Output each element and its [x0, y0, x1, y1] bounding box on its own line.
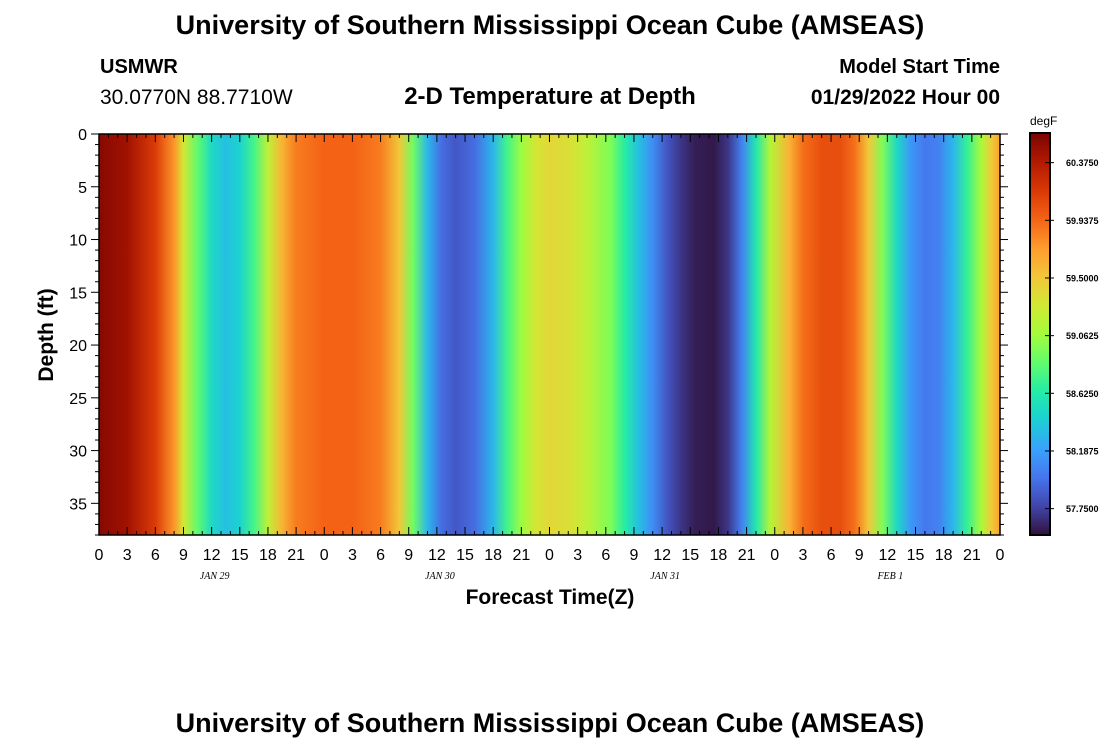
y-tick-label: 35	[69, 496, 87, 513]
x-tick-label: 18	[935, 547, 953, 564]
y-tick-label: 30	[69, 444, 87, 461]
date-label: JAN 29	[200, 571, 230, 582]
colorbar-tick-label: 59.5000	[1066, 273, 1099, 283]
x-tick-label: 6	[376, 547, 385, 564]
colorbar-tick-label: 58.6250	[1066, 389, 1099, 399]
y-tick-label: 15	[69, 285, 87, 302]
model-start-label: Model Start Time	[839, 56, 1000, 78]
x-tick-label: 0	[320, 547, 329, 564]
date-labels: JAN 29 JAN 30 JAN 31 FEB 1	[200, 571, 904, 582]
x-tick-label: 18	[259, 547, 277, 564]
colorbar-tick-label: 59.9375	[1066, 216, 1099, 226]
x-tick-label: 3	[798, 547, 807, 564]
y-tick-label: 5	[78, 180, 87, 197]
model-start-value: 01/29/2022 Hour 00	[810, 86, 1000, 109]
axis-ticks	[91, 133, 1008, 536]
x-tick-label: 6	[827, 547, 836, 564]
colorbar-frame	[1029, 132, 1051, 536]
x-tick-labels: 0 3 6 9 12 15 18 21 0 3 6 9 12 15 18 21 0 3 6 9 12 15 18 21 0 3 6 9…	[95, 547, 1005, 564]
y-tick-labels: 0 5 10 15 20 25 30 35	[69, 127, 87, 513]
page-title: University of Southern Mississippi Ocean…	[175, 10, 925, 40]
x-tick-label: 21	[963, 547, 981, 564]
x-tick-label: 0	[996, 547, 1005, 564]
x-tick-label: 18	[484, 547, 502, 564]
x-tick-label: 0	[770, 547, 779, 564]
footer-title: University of Southern Mississippi Ocean…	[175, 708, 925, 738]
x-tick-label: 3	[348, 547, 357, 564]
y-tick-label: 20	[69, 338, 87, 355]
date-label: JAN 30	[425, 571, 455, 582]
y-tick-label: 25	[69, 391, 87, 408]
x-tick-label: 12	[203, 547, 221, 564]
colorbar	[1030, 133, 1050, 535]
date-label: FEB 1	[876, 571, 903, 582]
x-tick-label: 0	[95, 547, 104, 564]
colorbar-tick-label: 57.7500	[1066, 504, 1099, 514]
x-tick-label: 15	[231, 547, 249, 564]
colorbar-tick-label: 58.1875	[1066, 446, 1099, 456]
x-tick-label: 9	[404, 547, 413, 564]
x-tick-label: 9	[179, 547, 188, 564]
x-tick-label: 21	[287, 547, 305, 564]
y-tick-label: 10	[69, 233, 87, 250]
x-tick-label: 18	[710, 547, 728, 564]
x-tick-label: 12	[653, 547, 671, 564]
x-tick-label: 21	[512, 547, 530, 564]
heatmap-field	[99, 134, 1000, 535]
x-tick-label: 15	[681, 547, 699, 564]
x-tick-label: 15	[456, 547, 474, 564]
y-axis-title: Depth (ft)	[35, 288, 58, 381]
x-tick-label: 3	[123, 547, 132, 564]
colorbar-tick-label: 60.3750	[1066, 158, 1099, 168]
x-tick-label: 6	[151, 547, 160, 564]
x-tick-label: 0	[545, 547, 554, 564]
colorbar-tick-label: 59.0625	[1066, 331, 1099, 341]
x-tick-label: 15	[907, 547, 925, 564]
colorbar-ticks: 57.7500 58.1875 58.6250 59.0625 59.5000 59.93…	[1045, 158, 1099, 514]
y-tick-label: 0	[78, 127, 87, 144]
x-tick-label: 6	[601, 547, 610, 564]
x-tick-label: 12	[428, 547, 446, 564]
x-tick-label: 21	[738, 547, 756, 564]
x-tick-label: 3	[573, 547, 582, 564]
date-label: JAN 31	[650, 571, 680, 582]
colorbar-unit: degF	[1030, 114, 1057, 128]
station-coordinates: 30.0770N 88.7710W	[100, 86, 293, 109]
station-name: USMWR	[100, 56, 178, 78]
x-tick-label: 9	[855, 547, 864, 564]
x-tick-label: 12	[878, 547, 896, 564]
plot-title: 2-D Temperature at Depth	[404, 83, 696, 110]
x-axis-title: Forecast Time(Z)	[466, 586, 635, 609]
x-tick-label: 9	[630, 547, 639, 564]
